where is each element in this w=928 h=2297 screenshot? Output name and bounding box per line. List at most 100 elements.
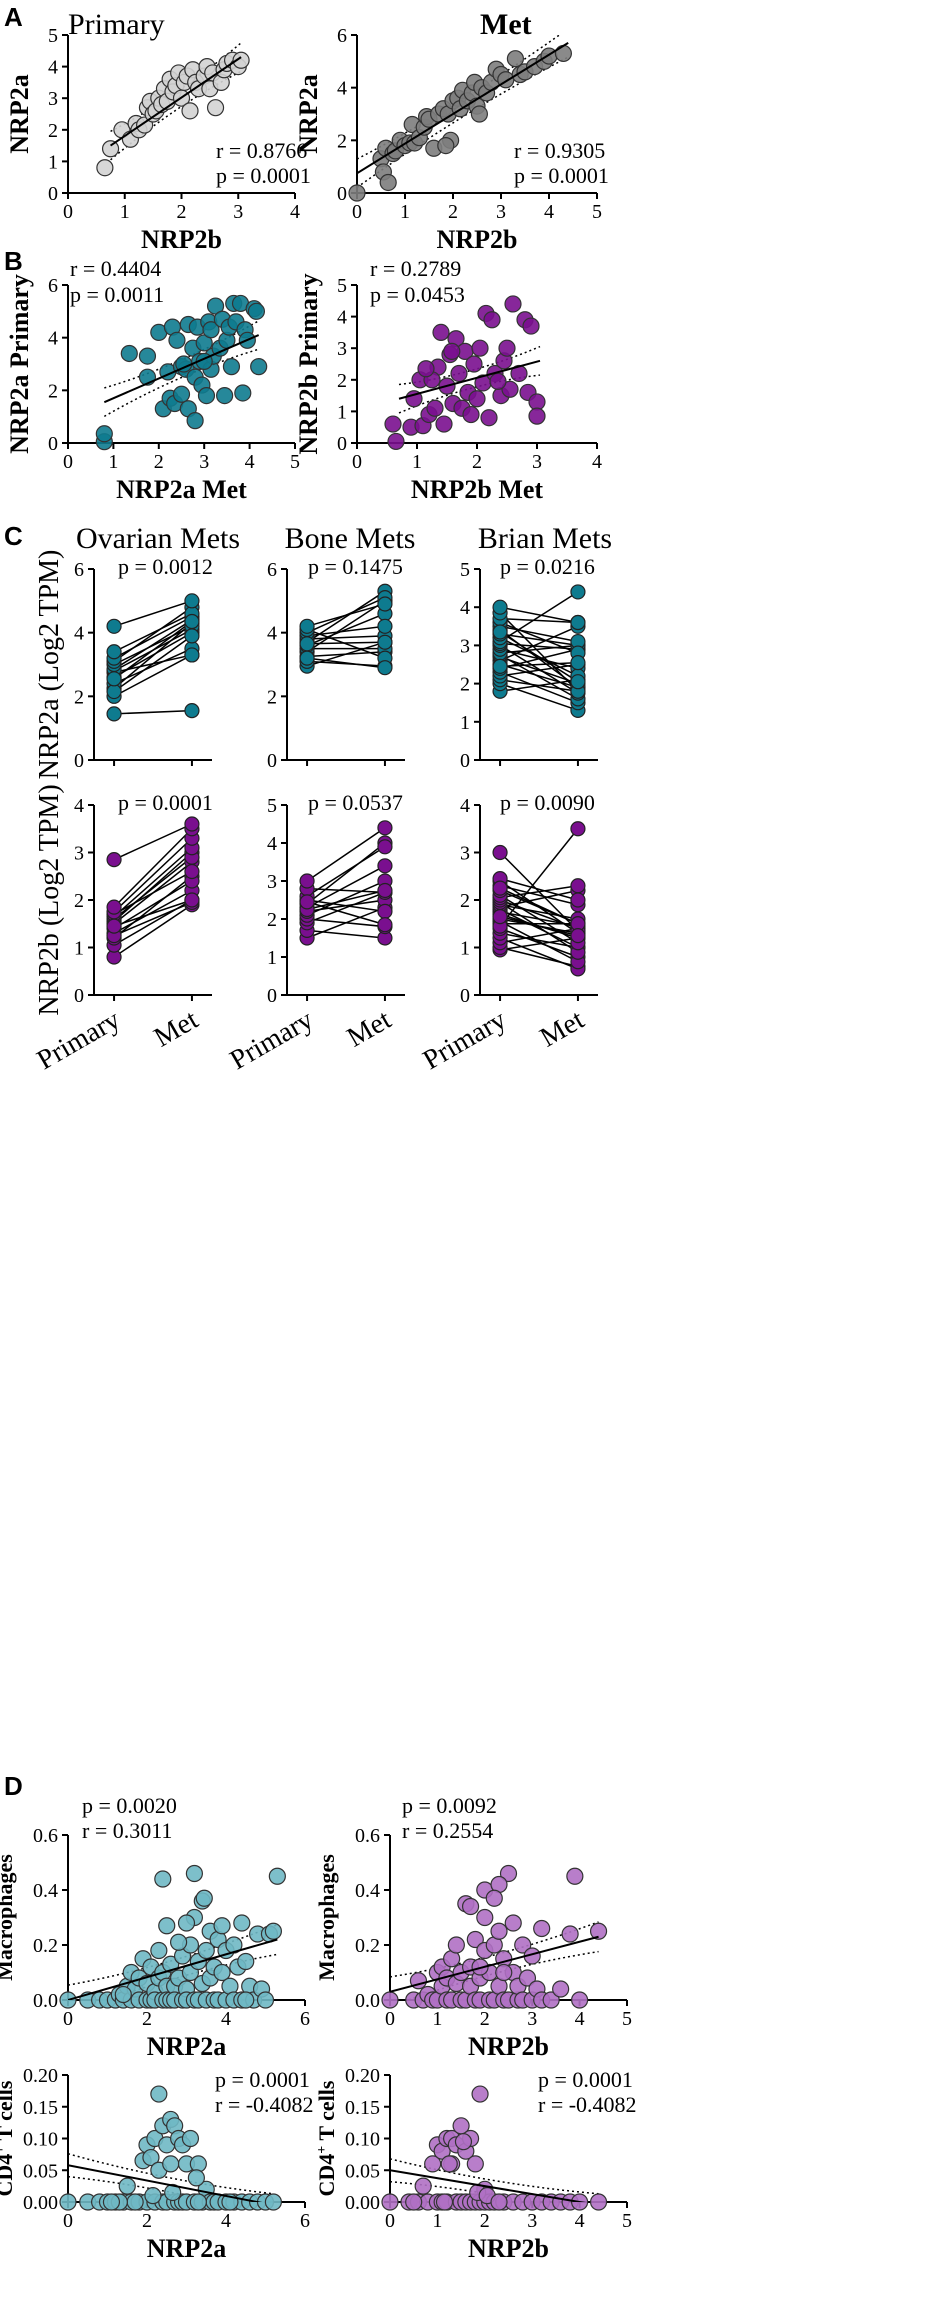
met-point (184, 613, 200, 630)
y-tick-label: 2 (74, 686, 84, 708)
data-point (405, 390, 423, 408)
data-point (504, 295, 522, 313)
regression-line (357, 42, 569, 175)
y-tick-label: 5 (460, 559, 470, 581)
data-point (213, 1963, 231, 1982)
y-axis-title-rest: T cells (0, 2080, 17, 2146)
x-tick-label: 1 (432, 2008, 442, 2030)
data-point (447, 1936, 465, 1954)
x-tick-label: 0 (352, 201, 362, 223)
pair-line (113, 600, 193, 628)
pair-line (499, 932, 579, 949)
pair-line (306, 865, 386, 909)
pair-line (499, 937, 579, 951)
data-point (138, 347, 157, 365)
data-point (172, 385, 191, 403)
data-point (162, 2155, 180, 2173)
pair-line (499, 654, 579, 700)
pair-line (113, 875, 193, 939)
data-point (533, 1919, 551, 1938)
x-tick-label: 2 (142, 2008, 152, 2030)
x-tick-label: 1 (412, 451, 422, 473)
pair-lines (499, 828, 579, 970)
stat-text: p = 0.0090 (500, 790, 595, 815)
data-point (552, 1980, 570, 1998)
data-point (379, 173, 397, 192)
chart-d2: 0 1 2 3 4 5 0.0 0.2 0.4 0.6 NRP2b Macrophages p = 0.… (314, 1793, 632, 2061)
regression-line (390, 2169, 586, 2202)
y-tick-label: 0.4 (33, 1880, 58, 1902)
y-axis-title: NRP2a (Log2 TPM) (34, 550, 65, 780)
regression-line (103, 334, 260, 404)
data-point (170, 1933, 188, 1951)
data-point (250, 358, 268, 376)
data-point (120, 344, 138, 363)
x-tick-label: 6 (300, 2210, 310, 2232)
x-tick-label: 2 (480, 2210, 490, 2232)
pair-line (113, 880, 193, 930)
x-tick-label: 2 (472, 451, 482, 473)
x-tick-label: 4 (290, 201, 300, 223)
stat-text: p = 0.0001 (514, 163, 609, 188)
data-point (126, 2193, 144, 2211)
pair-line (499, 679, 579, 692)
x-axis-title: NRP2b (468, 2032, 549, 2061)
pair-line (499, 894, 579, 944)
y-tick-label: 3 (74, 843, 84, 865)
y-tick-label: 0.6 (355, 1825, 380, 1847)
data-point (381, 2193, 399, 2211)
y-tick-label: 4 (460, 597, 470, 619)
data-point (177, 1914, 196, 1932)
primary-point (106, 671, 122, 687)
data-point (202, 321, 220, 339)
y-tick-label: 2 (48, 380, 58, 402)
y-axis-title: NRP2b (Log2 TPM) (34, 784, 65, 1015)
x-category-label: Primary (418, 1004, 512, 1076)
data-point (237, 1991, 255, 2009)
data-point (589, 2193, 608, 2211)
regression-line (390, 1935, 599, 1993)
met-point (570, 584, 586, 600)
chart-title: Brian Mets (478, 522, 612, 555)
pair-line (306, 901, 386, 926)
chart-title: Ovarian Mets (76, 522, 240, 555)
y-axis-title: CD4+ T cells (314, 2080, 339, 2196)
pair-line (113, 823, 193, 861)
y-tick-label: 4 (48, 57, 58, 79)
pair-line (306, 899, 386, 913)
data-point (417, 360, 435, 378)
y-axis-title: CD4+ T cells (0, 2080, 17, 2196)
y-tick-label: 4 (48, 328, 58, 350)
pair-line (113, 635, 193, 693)
x-tick-label: 4 (245, 451, 255, 473)
y-axis-title-sup: + (0, 2146, 8, 2154)
y-tick-label: 6 (74, 559, 84, 581)
y-tick-label: 6 (337, 25, 347, 47)
points-group (299, 583, 393, 676)
pair-line (307, 641, 385, 645)
pair-line (306, 657, 386, 669)
y-tick-label: 2 (337, 130, 347, 152)
stat-text: r = 0.4404 (70, 256, 161, 281)
x-tick-label: 5 (622, 2210, 632, 2232)
data-point (514, 1936, 532, 1954)
pair-line (113, 901, 193, 937)
met-point (570, 674, 586, 690)
pair-lines (113, 823, 193, 958)
data-point (237, 1952, 255, 1971)
met-point (377, 903, 393, 920)
pair-line (113, 606, 193, 662)
x-axis-title: NRP2a Met (116, 475, 247, 504)
x-axis-title: NRP2b (468, 2234, 549, 2263)
y-tick-label: 4 (337, 307, 347, 329)
y-tick-label: 0 (48, 433, 58, 455)
x-tick-label: 3 (496, 201, 506, 223)
x-tick-label: 1 (108, 451, 118, 473)
stat-text: p = 0.1475 (308, 554, 403, 579)
stat-text: p = 0.0001 (215, 2067, 310, 2092)
pair-line (499, 880, 579, 934)
stat-text: r = 0.3011 (82, 1818, 172, 1843)
pair-line (499, 671, 579, 704)
